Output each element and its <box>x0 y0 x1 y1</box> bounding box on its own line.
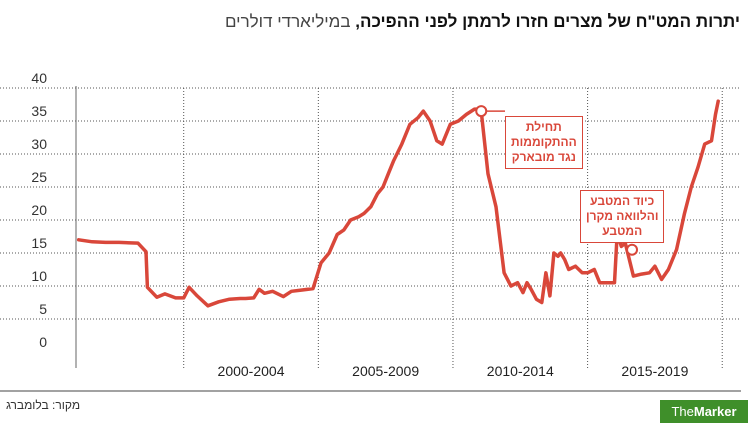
logo-marker: Marker <box>693 404 737 419</box>
annotation-uprising-line-3: נגד מובארק <box>511 150 576 164</box>
line-chart: 0 5 10 15 20 25 30 35 40 2000-2004 2005-2009 2010-2… <box>0 70 741 392</box>
annotation-float-line-3: המטבע <box>602 224 643 238</box>
publisher-logo: TheMarker <box>660 400 748 423</box>
y-tick-label: 25 <box>31 169 47 185</box>
annotation-float-line-2: והלוואה מקרן <box>586 209 659 223</box>
y-tick-label: 20 <box>31 202 47 218</box>
event-marker <box>475 105 488 118</box>
y-tick-label: 5 <box>39 301 47 317</box>
chart-title: יתרות המט"ח של מצרים חזרו לרמתן לפני ההפ… <box>360 12 740 31</box>
title-separator: , <box>355 12 360 31</box>
chart-title-row: יתרות המט"ח של מצרים חזרו לרמתן לפני ההפ… <box>8 10 740 34</box>
annotation-uprising: תחילת ההתקוממות נגד מובארק <box>505 116 583 169</box>
x-category-label: 2015-2019 <box>621 363 688 379</box>
y-tick-label: 15 <box>31 235 47 251</box>
annotation-uprising-line-1: תחילת <box>525 120 562 134</box>
y-tick-label: 0 <box>39 334 47 350</box>
y-tick-label: 35 <box>31 103 47 119</box>
y-tick-label: 40 <box>31 70 47 86</box>
y-tick-label: 30 <box>31 136 47 152</box>
chart-subtitle: במיליארדי דולרים <box>224 12 351 31</box>
x-category-label: 2005-2009 <box>352 363 419 379</box>
event-marker <box>626 243 639 256</box>
x-category-label: 2010-2014 <box>487 363 554 379</box>
y-tick-label: 10 <box>31 268 47 284</box>
logo-the: The <box>671 404 694 419</box>
series-line <box>76 99 720 308</box>
annotation-currency-float: כיוד המטבע והלוואה מקרן המטבע <box>580 190 665 243</box>
source-note: מקור: בלומברג <box>6 398 81 412</box>
annotation-uprising-line-2: ההתקוממות <box>511 135 577 149</box>
annotation-float-line-1: כיוד המטבע <box>590 194 655 208</box>
x-category-label: 2000-2004 <box>218 363 285 379</box>
